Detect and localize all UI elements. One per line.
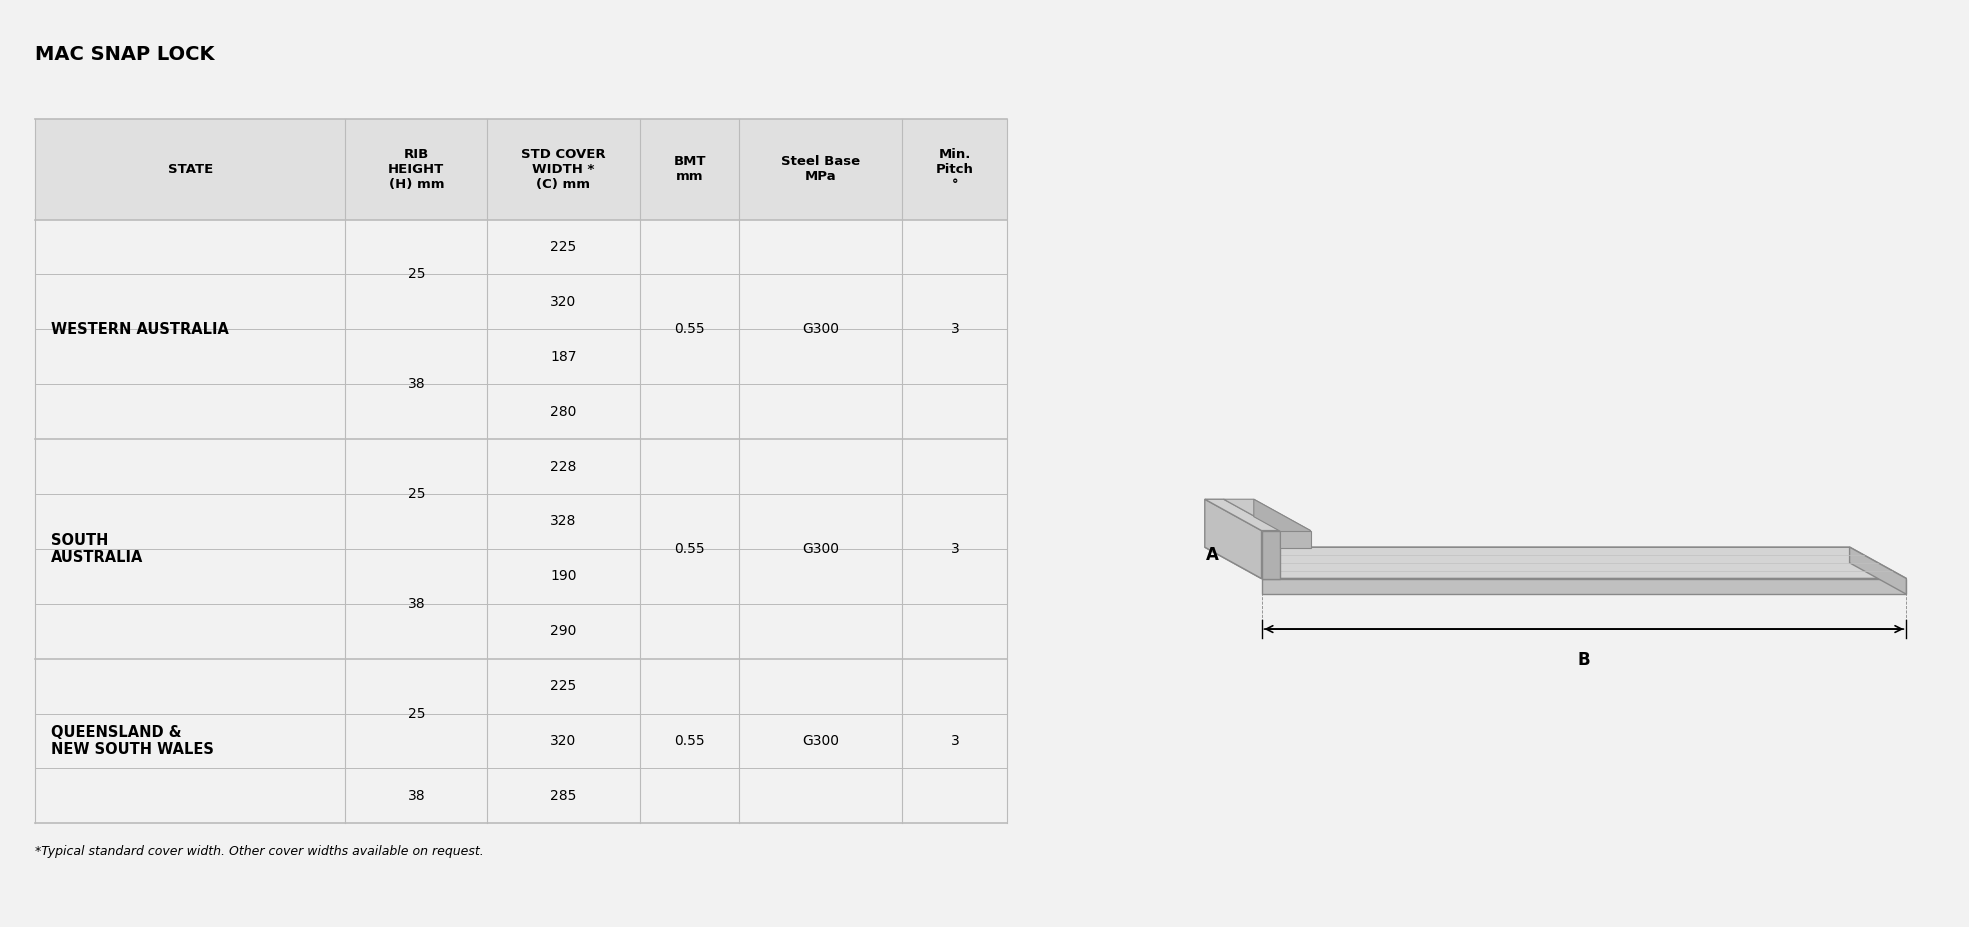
Text: 0.55: 0.55 xyxy=(673,542,705,556)
Text: G300: G300 xyxy=(803,542,839,556)
Text: 187: 187 xyxy=(549,349,577,363)
Text: 190: 190 xyxy=(549,569,577,583)
Text: 320: 320 xyxy=(551,295,577,309)
Text: 228: 228 xyxy=(549,460,577,474)
Text: 3: 3 xyxy=(951,323,959,337)
Text: 290: 290 xyxy=(549,624,577,639)
Text: MAC SNAP LOCK: MAC SNAP LOCK xyxy=(35,45,215,64)
Text: 225: 225 xyxy=(551,679,577,693)
Polygon shape xyxy=(1849,547,1906,594)
Text: 225: 225 xyxy=(551,240,577,254)
Text: 3: 3 xyxy=(951,542,959,556)
Text: 3: 3 xyxy=(951,734,959,748)
Text: B: B xyxy=(1577,651,1591,669)
Text: SOUTH
AUSTRALIA: SOUTH AUSTRALIA xyxy=(51,533,144,565)
Text: STD COVER
WIDTH *
(C) mm: STD COVER WIDTH * (C) mm xyxy=(522,148,606,191)
Polygon shape xyxy=(1262,530,1280,578)
Text: 0.55: 0.55 xyxy=(673,734,705,748)
Polygon shape xyxy=(1205,500,1280,530)
Text: STATE: STATE xyxy=(167,163,213,176)
Bar xyxy=(35,120,1008,220)
Text: 38: 38 xyxy=(408,597,425,611)
Text: 285: 285 xyxy=(549,789,577,803)
Polygon shape xyxy=(1205,500,1262,578)
Text: WESTERN AUSTRALIA: WESTERN AUSTRALIA xyxy=(51,322,228,337)
Polygon shape xyxy=(1205,547,1906,578)
Text: Steel Base
MPa: Steel Base MPa xyxy=(782,156,860,184)
Polygon shape xyxy=(1280,530,1311,548)
Text: 38: 38 xyxy=(408,789,425,803)
Text: 25: 25 xyxy=(408,487,425,501)
Text: 25: 25 xyxy=(408,267,425,282)
Text: A: A xyxy=(1205,546,1219,564)
Text: 320: 320 xyxy=(551,734,577,748)
Text: *Typical standard cover width. Other cover widths available on request.: *Typical standard cover width. Other cov… xyxy=(35,845,484,858)
Polygon shape xyxy=(1262,578,1906,594)
Text: 280: 280 xyxy=(549,405,577,419)
Text: BMT
mm: BMT mm xyxy=(673,156,705,184)
Text: 328: 328 xyxy=(549,514,577,528)
Polygon shape xyxy=(1223,500,1311,530)
Text: Min.
Pitch
°: Min. Pitch ° xyxy=(935,148,975,191)
Text: 25: 25 xyxy=(408,706,425,720)
Polygon shape xyxy=(1254,500,1311,548)
Text: RIB
HEIGHT
(H) mm: RIB HEIGHT (H) mm xyxy=(388,148,445,191)
Text: 0.55: 0.55 xyxy=(673,323,705,337)
Text: G300: G300 xyxy=(803,734,839,748)
Text: QUEENSLAND &
NEW SOUTH WALES: QUEENSLAND & NEW SOUTH WALES xyxy=(51,725,215,757)
Text: 38: 38 xyxy=(408,377,425,391)
Text: G300: G300 xyxy=(803,323,839,337)
